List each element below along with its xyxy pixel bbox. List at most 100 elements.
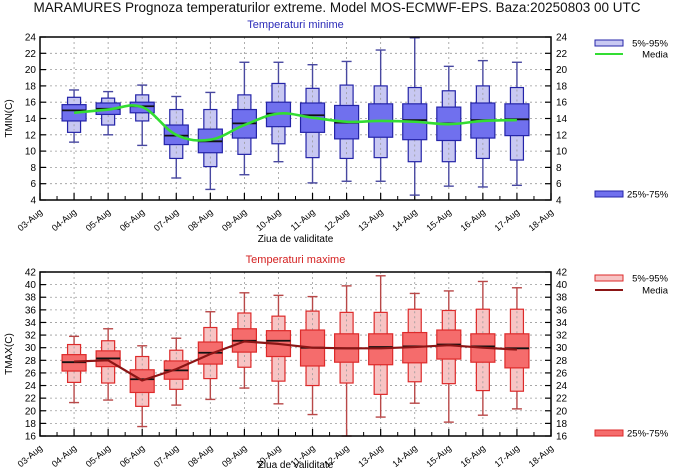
legend-label: 5%-95% [632,274,668,285]
y-tick-label-left: 16 [25,98,37,109]
y-tick-label-right: 6 [556,179,562,190]
y-tick-label-right: 38 [556,293,568,304]
y-tick-label-right: 30 [556,343,568,354]
box-13-Aug [368,275,394,418]
x-tick-label: 16-Aug [458,443,487,469]
x-tick-label: 15-Aug [424,443,453,469]
legend-item-inner: 25%-75% [594,190,669,201]
legend-item-mean: Media [595,286,669,297]
y-tick-label-left: 12 [25,130,37,141]
box-04-Aug [61,335,87,404]
y-tick-label-right: 18 [556,419,568,430]
y-tick-label-right: 26 [556,368,568,379]
box-05-Aug [95,328,121,401]
x-tick-label: 08-Aug [186,443,215,469]
x-tick-label: 07-Aug [152,443,181,469]
y-tick-label-right: 16 [556,98,568,109]
legend-swatch-outer [594,274,624,282]
box-16-Aug [470,280,496,416]
y-tick-label-left: 22 [25,394,37,405]
y-tick-label-right: 12 [556,130,568,141]
y-tick-label-right: 32 [556,331,568,342]
legend-label: 5%-95% [632,39,668,50]
legend-label: Media [642,286,669,297]
box-06-Aug [129,345,155,428]
x-tick-label: 06-Aug [118,443,147,469]
y-tick-label-left: 42 [25,268,37,279]
y-axis-label: TMAX(C) [4,333,15,375]
y-tick-label-left: 8 [30,163,36,174]
box-15-Aug [436,290,462,423]
y-tick-label-right: 42 [556,268,568,279]
y-tick-label-right: 22 [556,49,568,60]
y-tick-label-left: 20 [25,406,37,417]
x-tick-label: 04-Aug [50,443,79,469]
y-tick-label-left: 24 [25,33,37,44]
chart-title: Temperaturi maxime [246,254,346,266]
legend-item-outer: 5%-95% [594,274,669,285]
x-tick-label: 14-Aug [390,443,419,469]
box-08-Aug [197,311,223,401]
y-tick-label-left: 6 [30,179,36,190]
box-10-Aug [265,294,292,405]
y-tick-label-left: 24 [25,381,37,392]
y-tick-label-left: 38 [25,293,37,304]
y-tick-label-left: 18 [25,81,37,92]
y-tick-label-right: 28 [556,356,568,367]
y-tick-label-right: 36 [556,305,568,316]
legend-swatch-inner [594,190,624,198]
y-tick-label-right: 8 [556,163,562,174]
plot-frame [39,36,552,201]
y-tick-label-left: 22 [25,49,37,60]
x-tick-label: 05-Aug [84,443,113,469]
y-tick-label-left: 36 [25,305,37,316]
y-tick-label-left: 40 [25,280,37,291]
y-tick-label-left: 14 [25,114,37,125]
x-tick-label: 18-Aug [527,443,556,469]
y-tick-label-right: 20 [556,65,568,76]
x-tick-label: 09-Aug [220,443,249,469]
mean-line [74,340,517,382]
x-axis-label: Ziua de validitate [258,234,334,245]
y-tick-label-right: 10 [556,147,568,158]
y-tick-label-left: 4 [30,196,36,207]
y-tick-label-right: 22 [556,394,568,405]
plot-frame [39,271,552,437]
legend-label: 25%-75% [627,429,669,440]
y-tick-label-right: 16 [556,432,568,443]
legend-label: 25%-75% [627,190,669,201]
y-tick-label-right: 34 [556,318,568,329]
box-17-Aug [504,287,530,410]
y-tick-label-right: 40 [556,280,568,291]
legend-item-mean: Media [595,50,669,61]
tmin-chart: Temperaturi minime 4 4 6 6 8 8 10 10 12 12 14 14 16 16… [4,19,669,245]
main-title: MARAMURES Prognoza temperaturilor extrem… [33,0,641,15]
y-tick-label-left: 28 [25,356,37,367]
y-tick-label-right: 20 [556,406,568,417]
x-tick-label: 03-Aug [16,443,45,469]
chart-title: Temperaturi minime [247,19,344,31]
legend-label: Media [642,50,669,61]
legend-swatch-outer [594,39,624,47]
y-tick-label-left: 26 [25,368,37,379]
x-tick-label: 13-Aug [356,443,385,469]
y-tick-label-left: 16 [25,432,37,443]
legend-swatch-inner [594,429,624,437]
y-tick-label-right: 24 [556,381,568,392]
box-25-75 [504,333,530,369]
y-tick-label-left: 32 [25,331,37,342]
y-axis-label: TMIN(C) [4,99,15,137]
x-axis-label: Ziua de validitate [258,460,334,471]
box-11-Aug [299,295,326,416]
y-tick-label-left: 20 [25,65,37,76]
y-tick-label-right: 14 [556,114,568,125]
y-tick-label-left: 18 [25,419,37,430]
y-tick-label-right: 24 [556,33,568,44]
y-tick-label-left: 34 [25,318,37,329]
y-tick-label-right: 4 [556,196,562,207]
legend-item-outer: 5%-95% [594,39,669,50]
y-tick-label-left: 30 [25,343,37,354]
y-tick-label-left: 10 [25,147,37,158]
box-09-Aug [231,61,257,176]
